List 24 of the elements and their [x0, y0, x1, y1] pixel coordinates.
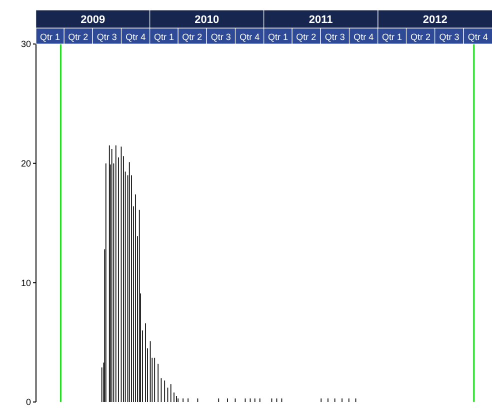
y-tick-label: 0	[26, 397, 31, 408]
x-tick-label: Qtr 1	[40, 32, 60, 42]
x-tick-label: Qtr 4	[240, 32, 260, 42]
x-tick-label: Qtr 1	[154, 32, 174, 42]
x-tick-label: Qtr 2	[410, 32, 430, 42]
y-tick-label: 20	[20, 158, 31, 169]
x-tick-label: Qtr 4	[354, 32, 374, 42]
y-tick-label: 30	[20, 39, 31, 50]
x-tick-label: Qtr 1	[382, 32, 402, 42]
x2-tick-label: 2011	[308, 14, 333, 26]
x2-tick-label: 2012	[422, 14, 448, 26]
x-tick-label: Qtr 3	[96, 32, 117, 42]
x-tick-label: Qtr 1	[268, 32, 288, 42]
x-tick-label: Qtr 2	[182, 32, 202, 42]
x-tick-label: Qtr 3	[324, 32, 345, 42]
x-tick-label: Qtr 2	[68, 32, 88, 42]
x2-tick-label: 2009	[80, 14, 106, 26]
x2-tick-label: 2010	[194, 14, 220, 26]
x-tick-label: Qtr 2	[296, 32, 316, 42]
x-tick-label: Qtr 4	[468, 32, 488, 42]
x-tick-label: Qtr 3	[439, 32, 460, 42]
x-tick-label: Qtr 4	[126, 32, 146, 42]
x-tick-label: Qtr 3	[210, 32, 231, 42]
y-tick-label: 10	[20, 278, 31, 288]
